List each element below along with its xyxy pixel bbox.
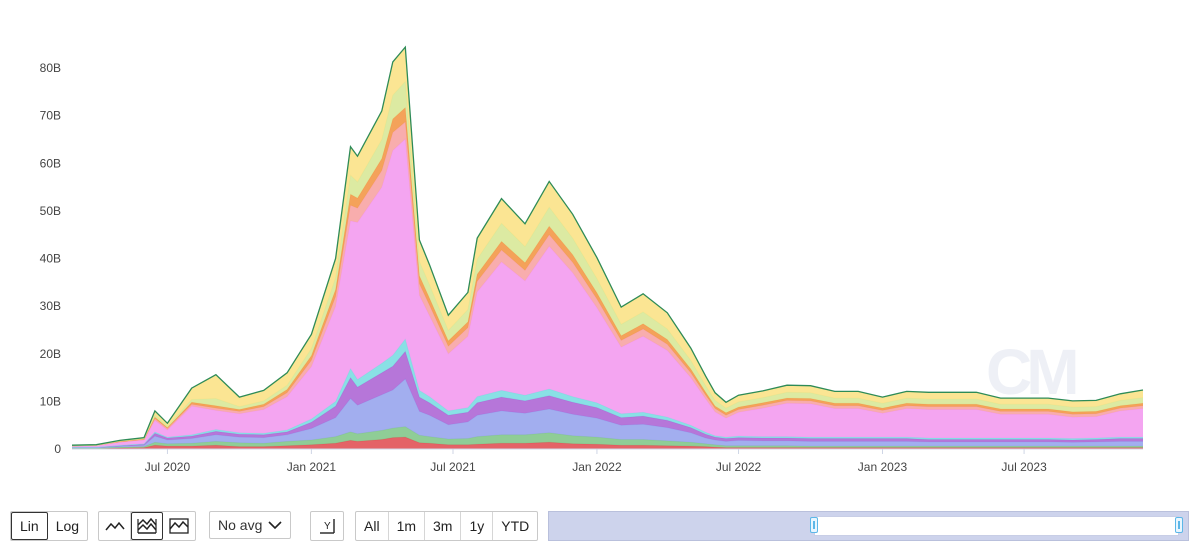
svg-text:Y: Y — [324, 521, 331, 532]
lin-scale-button[interactable]: Lin — [11, 512, 48, 540]
average-select[interactable]: No avg — [209, 511, 291, 539]
area-series-7 — [72, 121, 1143, 446]
range-ytd-button[interactable]: YTD — [501, 518, 530, 534]
cm-watermark: CM — [986, 336, 1076, 408]
x-tick-label: Jan 2023 — [858, 460, 908, 474]
y-tick-label: 60B — [40, 156, 61, 170]
chart-type-toggle — [98, 511, 196, 541]
range-3m-button[interactable]: 3m — [425, 512, 462, 540]
line-chart-icon — [104, 521, 125, 531]
x-tick-label: Jul 2023 — [1001, 460, 1047, 474]
stacked-area-button[interactable] — [131, 512, 163, 540]
area-series-3 — [72, 379, 1143, 448]
navigator-left-handle[interactable] — [810, 517, 818, 533]
area-line-10 — [71, 45, 1144, 446]
stacked-area-icon — [137, 518, 157, 534]
area-chart-icon — [169, 518, 189, 534]
time-navigator[interactable] — [548, 511, 1189, 541]
y-tick-label: 30B — [40, 299, 61, 313]
percent-area-button[interactable] — [163, 512, 195, 540]
y-tick-label: 80B — [40, 61, 61, 75]
range-1y-button[interactable]: 1y — [461, 512, 494, 540]
x-tick-label: Jul 2020 — [145, 460, 191, 474]
y-axis-button[interactable]: Y — [311, 512, 343, 540]
y-tick-label: 10B — [40, 394, 61, 408]
x-tick-label: Jan 2021 — [287, 460, 337, 474]
average-select-value: No avg — [218, 517, 263, 533]
area-series-1 — [72, 437, 1143, 449]
navigator-right-handle[interactable] — [1175, 517, 1183, 533]
y-axis-icon: Y — [320, 519, 335, 534]
y-tick-label: 20B — [40, 347, 61, 361]
log-scale-button[interactable]: Log — [55, 518, 80, 534]
area-series-6 — [72, 139, 1143, 448]
y-tick-label: 0 — [54, 442, 61, 456]
x-tick-label: Jul 2021 — [430, 460, 476, 474]
range-1m-button[interactable]: 1m — [389, 512, 426, 540]
stacked-area-chart: CM 0 10B 20B 30B 40B 50B 60B 70B 80B Jul 2020 Jan… — [40, 45, 1144, 474]
navigator-selected-window[interactable] — [814, 516, 1179, 536]
y-tick-label: 70B — [40, 109, 61, 123]
chevron-down-icon — [268, 520, 282, 529]
y-tick-label: 40B — [40, 252, 61, 266]
line-chart-button[interactable] — [99, 512, 131, 540]
x-axis: Jul 2020 Jan 2021 Jul 2021 Jan 2022 Jul 2022… — [72, 448, 1143, 474]
series-areas — [71, 45, 1144, 449]
scale-toggle: Lin Log — [10, 511, 89, 541]
area-series-4 — [72, 351, 1143, 448]
range-all-button[interactable]: All — [356, 512, 389, 540]
range-selector: All 1m 3m 1y YTD — [355, 511, 539, 541]
y-axis: 0 10B 20B 30B 40B 50B 60B 70B 80B — [40, 61, 62, 456]
y-axis-toggle-group: Y — [310, 511, 344, 541]
y-tick-label: 50B — [40, 204, 61, 218]
x-tick-label: Jul 2022 — [716, 460, 762, 474]
x-tick-label: Jan 2022 — [572, 460, 622, 474]
